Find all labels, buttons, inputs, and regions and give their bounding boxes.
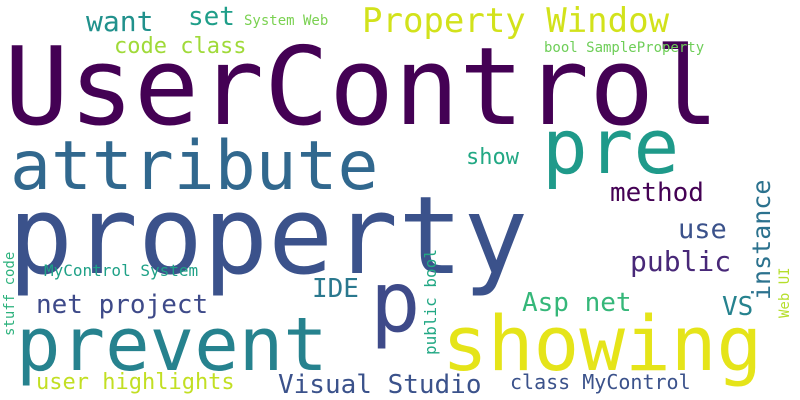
word-property-window: Property Window <box>362 1 670 41</box>
word-vs: VS <box>722 292 754 322</box>
word-use: use <box>678 214 727 245</box>
word-code-class: code class <box>114 34 247 59</box>
word-user-highlights: user highlights <box>36 370 235 395</box>
word-bool-sampleproperty: bool SampleProperty <box>544 40 705 56</box>
word-asp-net: Asp net <box>522 288 632 318</box>
word-p: p <box>370 253 421 351</box>
word-prevent: prevent <box>16 302 328 388</box>
word-usercontrol: UserControl <box>4 25 720 150</box>
word-public-bool: public bool <box>421 249 440 355</box>
word-system-web: System Web <box>244 13 329 29</box>
word-set: set <box>188 2 235 32</box>
word-class-mycontrol: class MyControl <box>510 370 691 394</box>
word-showing: showing <box>442 299 763 388</box>
word-attribute: attribute <box>10 127 379 206</box>
word-method: method <box>610 178 704 208</box>
word-instance: instance <box>747 179 776 300</box>
word-want: want <box>86 5 154 38</box>
word-pre: pre <box>542 102 680 191</box>
word-ide: IDE <box>312 274 359 304</box>
word-property: property <box>8 174 529 299</box>
word-mycontrol-system: MyControl System <box>44 261 199 280</box>
word-show: show <box>466 145 519 170</box>
word-visual-studio: Visual Studio <box>278 370 482 400</box>
word-web-ui: Web UI <box>777 267 793 318</box>
word-public: public <box>630 245 732 278</box>
word-stuff-code: stuff code <box>2 251 18 336</box>
word-net-project: net project <box>36 290 209 320</box>
